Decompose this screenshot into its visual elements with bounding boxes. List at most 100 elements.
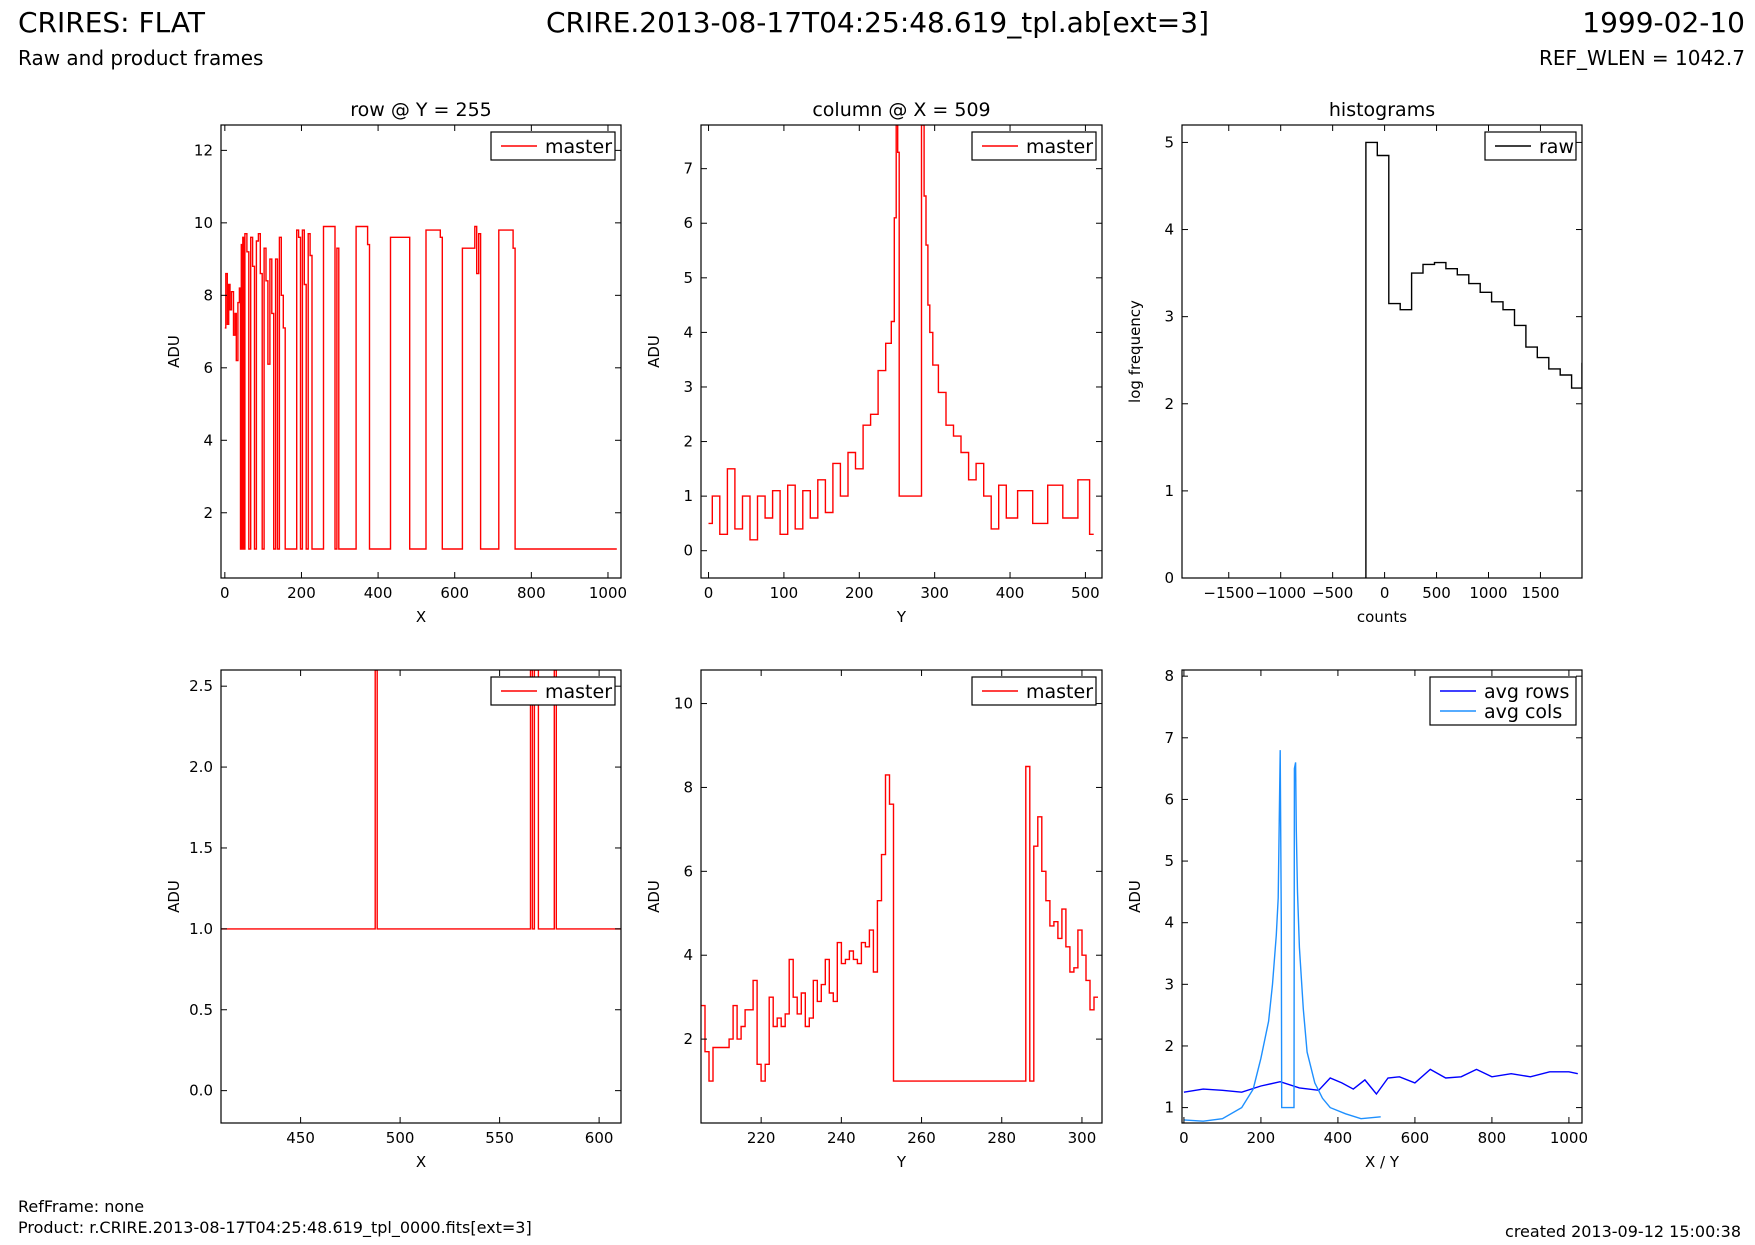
chart-title: histograms bbox=[1329, 99, 1435, 121]
file-name: CRIRE.2013-08-17T04:25:48.619_tpl.ab[ext… bbox=[545, 6, 1209, 39]
x-tick-label: 600 bbox=[1401, 1129, 1430, 1147]
x-tick-label: 240 bbox=[827, 1129, 856, 1147]
x-tick-label: 200 bbox=[1247, 1129, 1276, 1147]
y-tick-label: 3 bbox=[683, 378, 693, 396]
y-tick-label: 1.0 bbox=[189, 920, 213, 938]
legend: master bbox=[971, 131, 1097, 161]
y-tick-label: 4 bbox=[683, 323, 693, 341]
series-line-master bbox=[221, 670, 621, 930]
y-tick-label: 10 bbox=[194, 214, 213, 232]
x-tick-label: 0 bbox=[1380, 584, 1390, 602]
y-tick-label: 2 bbox=[1164, 1037, 1174, 1055]
y-tick-label: 6 bbox=[683, 214, 693, 232]
y-tick-label: 6 bbox=[1164, 790, 1174, 808]
y-tick-label: 12 bbox=[194, 141, 213, 159]
x-axis-label: counts bbox=[1357, 608, 1407, 626]
report-title: CRIRES: FLAT bbox=[18, 6, 205, 39]
y-axis-label: ADU bbox=[645, 880, 663, 913]
series-group bbox=[1183, 750, 1578, 1122]
x-tick-label: 1000 bbox=[589, 584, 627, 602]
y-tick-label: 6 bbox=[203, 359, 213, 377]
chart-avg: 0 200 400 600 800 1000 1 2 3 4 5 6 7 8 X / Y ADU avg row… bbox=[1126, 667, 1588, 1171]
y-tick-label: 5 bbox=[1164, 852, 1174, 870]
plot-area bbox=[221, 125, 621, 578]
y-tick-label: 0 bbox=[1164, 569, 1174, 587]
legend-label: avg rows bbox=[1484, 681, 1569, 703]
x-tick-label: 550 bbox=[485, 1129, 514, 1147]
y-axis-label: ADU bbox=[645, 335, 663, 368]
x-axis-label: X bbox=[416, 608, 426, 626]
x-tick-label: 0 bbox=[220, 584, 230, 602]
plot-area bbox=[1182, 670, 1582, 1123]
series-group bbox=[701, 765, 1098, 1082]
series-group bbox=[708, 125, 1094, 541]
y-tick-label: 8 bbox=[1164, 667, 1174, 685]
series-line-master bbox=[708, 125, 1094, 541]
x-tick-label: 500 bbox=[1422, 584, 1451, 602]
product-note: Product: r.CRIRE.2013-08-17T04:25:48.619… bbox=[18, 1218, 532, 1237]
plot-frame bbox=[1181, 124, 1583, 579]
report-subtitle: Raw and product frames bbox=[18, 46, 264, 70]
y-tick-label: 7 bbox=[1164, 729, 1174, 747]
legend-label: master bbox=[545, 681, 612, 703]
x-tick-label: 200 bbox=[287, 584, 316, 602]
legend: master bbox=[971, 676, 1097, 706]
y-tick-label: 1 bbox=[1164, 482, 1174, 500]
y-axis-label: ADU bbox=[1126, 880, 1144, 913]
y-tick-label: 0 bbox=[683, 542, 693, 560]
series-line-master bbox=[701, 765, 1098, 1082]
x-axis-label: X bbox=[416, 1153, 426, 1171]
x-tick-label: 800 bbox=[1478, 1129, 1507, 1147]
legend: raw bbox=[1484, 131, 1577, 161]
legend-box bbox=[1429, 676, 1577, 726]
x-tick-label: 300 bbox=[920, 584, 949, 602]
x-tick-label: −500 bbox=[1312, 584, 1353, 602]
y-tick-label: 2 bbox=[683, 433, 693, 451]
x-tick-label: 100 bbox=[770, 584, 799, 602]
y-tick-label: 7 bbox=[683, 160, 693, 178]
chart-row_zoom: 450 500 550 600 0.0 0.5 1.0 1.5 2.0 2.5 X ADU master bbox=[165, 669, 622, 1171]
plot-frame bbox=[1181, 669, 1583, 1124]
y-tick-label: 5 bbox=[683, 269, 693, 287]
x-tick-label: 450 bbox=[286, 1129, 315, 1147]
x-tick-label: 600 bbox=[440, 584, 469, 602]
y-tick-label: 4 bbox=[203, 431, 213, 449]
y-tick-label: 1 bbox=[683, 487, 693, 505]
y-tick-label: 2 bbox=[683, 1030, 693, 1048]
y-tick-label: 2 bbox=[203, 504, 213, 522]
x-tick-label: 400 bbox=[1324, 1129, 1353, 1147]
legend-label: raw bbox=[1539, 136, 1574, 158]
y-tick-label: 3 bbox=[1164, 308, 1174, 326]
x-tick-label: 500 bbox=[386, 1129, 415, 1147]
legend-label: master bbox=[1026, 136, 1093, 158]
ref-frame-note: RefFrame: none bbox=[18, 1197, 145, 1216]
x-tick-label: −1500 bbox=[1203, 584, 1254, 602]
chart-row_full: 0 200 400 600 800 1000 2 4 6 8 10 12 row @ Y = 255 X A… bbox=[165, 99, 627, 626]
x-tick-label: 1000 bbox=[1469, 584, 1507, 602]
y-tick-label: 6 bbox=[683, 862, 693, 880]
x-tick-label: 800 bbox=[517, 584, 546, 602]
legend-label: avg cols bbox=[1484, 701, 1562, 723]
y-tick-label: 2 bbox=[1164, 395, 1174, 413]
x-tick-label: 400 bbox=[996, 584, 1025, 602]
x-axis-label: Y bbox=[896, 1153, 907, 1171]
x-tick-label: 400 bbox=[364, 584, 393, 602]
series-group bbox=[224, 225, 617, 550]
legend-label: master bbox=[545, 136, 612, 158]
y-tick-label: 10 bbox=[674, 695, 693, 713]
chart-title: column @ X = 509 bbox=[812, 99, 990, 121]
chart-col_full: 0 100 200 300 400 500 0 1 2 3 4 5 6 7 column @ X = 509… bbox=[645, 99, 1103, 626]
y-tick-label: 1.5 bbox=[189, 839, 213, 857]
x-tick-label: −1000 bbox=[1255, 584, 1306, 602]
chart-hist: −1500 −1000 −500 0 500 1000 1500 0 1 2 3 4 5 histogra… bbox=[1126, 99, 1583, 626]
plot-frame bbox=[220, 669, 622, 1124]
series-group bbox=[221, 670, 621, 930]
legend-label: master bbox=[1026, 681, 1093, 703]
x-tick-label: 280 bbox=[987, 1129, 1016, 1147]
y-tick-label: 8 bbox=[203, 286, 213, 304]
y-tick-label: 4 bbox=[1164, 914, 1174, 932]
plot-frame bbox=[700, 124, 1103, 579]
series-line-raw bbox=[1365, 141, 1582, 578]
series-line-avg-cols bbox=[1183, 750, 1381, 1122]
